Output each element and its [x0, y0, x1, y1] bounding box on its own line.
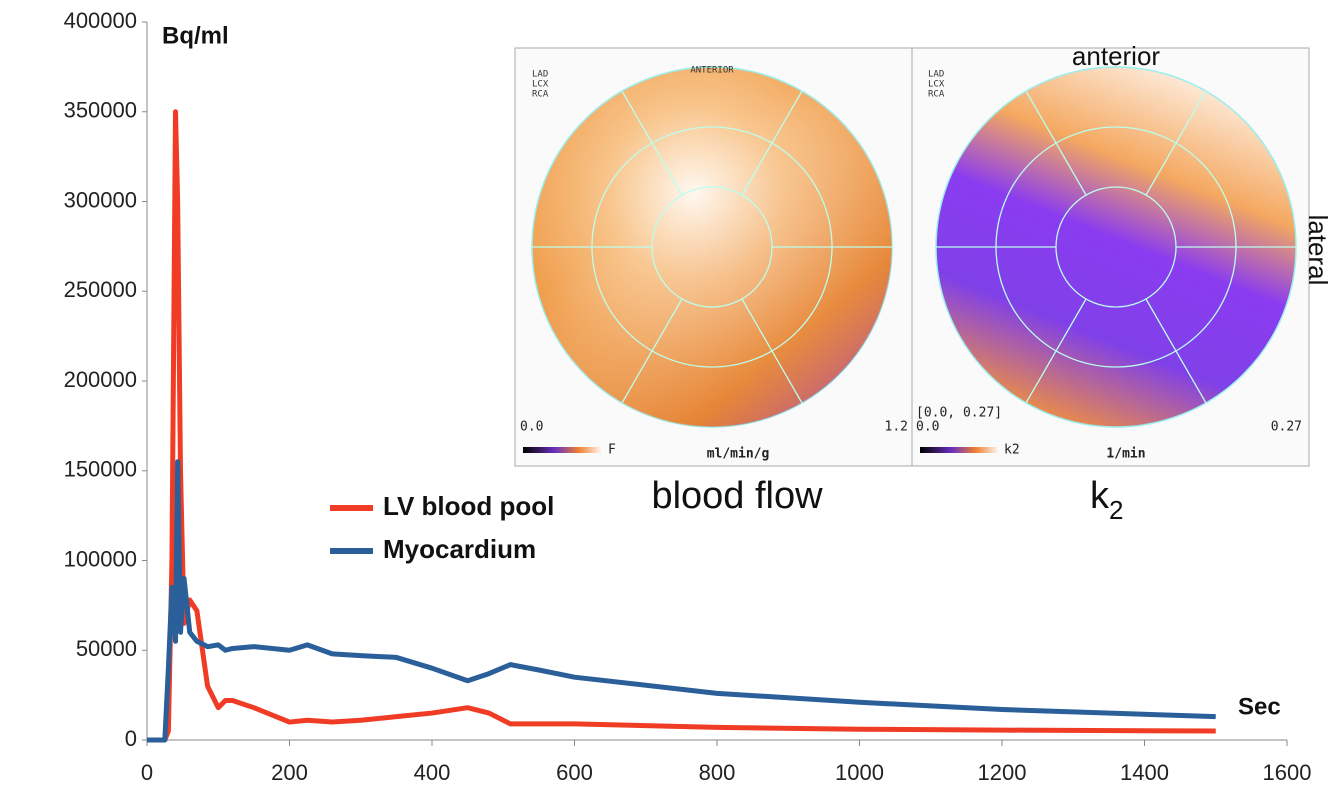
caption-sub: 2 [1109, 495, 1123, 525]
caption: k [1090, 475, 1110, 517]
y-tick-label: 50000 [76, 636, 137, 661]
color-bar [920, 447, 1000, 453]
label: 1.2 [885, 420, 908, 435]
x-tick-label: 1200 [978, 760, 1027, 785]
caption: k2 [1090, 475, 1123, 525]
polar-maps: ANTERIOR LAD LCX RCA LAD LCX RCA 0.0 1.2… [515, 41, 1333, 525]
x-tick-label: 200 [271, 760, 308, 785]
key: LAD [532, 70, 548, 80]
key: RCA [532, 90, 549, 100]
y-tick-label: 0 [125, 726, 137, 751]
x-tick-label: 0 [141, 760, 153, 785]
x-tick-label: 1400 [1120, 760, 1169, 785]
y-tick-label: 350000 [64, 98, 137, 123]
label: anterior [1072, 41, 1160, 71]
label: [0.0, 0.27] [916, 406, 1002, 421]
x-tick-label: 600 [556, 760, 593, 785]
x-tick-label: 800 [699, 760, 736, 785]
y-tick-label: 400000 [64, 8, 137, 33]
caption: blood flow [651, 475, 823, 517]
label: ANTERIOR [690, 66, 734, 76]
label: F [608, 443, 616, 458]
legend-label: Myocardium [383, 534, 536, 564]
label: 1/min [1106, 447, 1145, 462]
x-tick-label: 1600 [1263, 760, 1312, 785]
legend-label: LV blood pool [383, 491, 554, 521]
color-bar [523, 447, 603, 453]
chart: ANTERIOR LAD LCX RCA LAD LCX RCA 0.0 1.2… [0, 0, 1344, 793]
key: LAD [928, 70, 944, 80]
label: 0.0 [916, 420, 939, 435]
y-tick-label: 100000 [64, 546, 137, 571]
label: k2 [1004, 443, 1020, 458]
key: RCA [928, 90, 945, 100]
label: 0.0 [520, 420, 543, 435]
y-tick-label: 250000 [64, 277, 137, 302]
key: LCX [928, 80, 945, 90]
y-tick-label: 300000 [64, 187, 137, 212]
y-axis-label: Bq/ml [162, 22, 229, 49]
y-tick-label: 150000 [64, 457, 137, 482]
label: 0.27 [1271, 420, 1302, 435]
key: LCX [532, 80, 549, 90]
label: lateral [1303, 215, 1333, 286]
label: ml/min/g [707, 447, 770, 462]
x-tick-label: 400 [414, 760, 451, 785]
x-axis-label: Sec [1238, 693, 1281, 720]
x-tick-label: 1000 [835, 760, 884, 785]
y-tick-label: 200000 [64, 367, 137, 392]
